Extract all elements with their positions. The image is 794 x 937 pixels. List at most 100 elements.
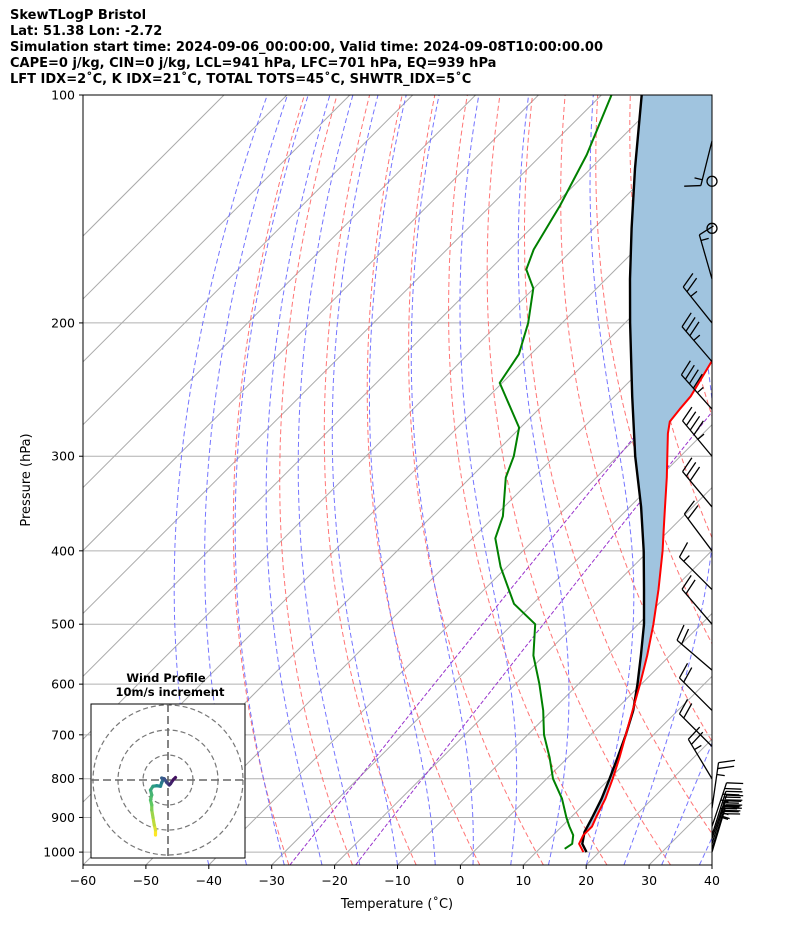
dry-adiabat xyxy=(408,95,544,865)
isotherm-line xyxy=(83,95,476,489)
moist-adiabat xyxy=(204,95,288,865)
isotherm-line xyxy=(83,95,539,552)
isotherm-line xyxy=(83,95,288,300)
y-tick-label: 900 xyxy=(51,810,75,825)
dry-adiabat xyxy=(232,95,305,865)
parcel-line xyxy=(581,95,646,853)
wind-barb xyxy=(706,222,718,234)
dry-adiabat xyxy=(448,95,608,865)
y-tick-label: 500 xyxy=(51,617,75,632)
isotherm-line xyxy=(208,361,712,865)
wind-barb xyxy=(711,804,743,849)
wind-barb xyxy=(684,140,713,187)
wind-barb xyxy=(706,175,718,187)
y-tick-label: 100 xyxy=(51,88,75,103)
dry-adiabat xyxy=(728,95,794,865)
isotherm-line xyxy=(775,95,794,865)
wind-barb xyxy=(682,406,713,457)
dewpoint-line xyxy=(494,95,613,850)
wind-barb xyxy=(711,790,743,836)
background-lines xyxy=(83,95,794,865)
moist-adiabat xyxy=(698,836,712,865)
wind-barb xyxy=(678,542,713,591)
moist-adiabat xyxy=(410,95,474,865)
hodograph-segment xyxy=(171,775,178,782)
moist-adiabat xyxy=(661,741,712,865)
title-indices-2: LFT IDX=2˚C, K IDX=21˚C, TOTAL TOTS=45˚C… xyxy=(10,72,472,87)
wind-barb xyxy=(678,698,713,747)
y-tick-label: 300 xyxy=(51,449,75,464)
x-tick-label: 20 xyxy=(578,873,594,888)
x-tick-label: 40 xyxy=(704,873,720,888)
y-tick-label: 600 xyxy=(51,677,75,692)
parcel-shade xyxy=(584,95,712,833)
hodograph: Wind Profile 10m/s increment xyxy=(90,671,246,859)
y-tick-label: 700 xyxy=(51,727,75,742)
wind-barb xyxy=(683,500,713,552)
wind-barb xyxy=(681,312,713,363)
wind-barb xyxy=(682,457,713,508)
x-tick-label: 30 xyxy=(641,873,657,888)
temperature-line xyxy=(578,358,712,853)
isotherm-line xyxy=(83,109,712,740)
x-tick-label: −20 xyxy=(321,873,347,888)
x-tick-label: −10 xyxy=(384,873,410,888)
wind-barb xyxy=(687,726,713,780)
dry-adiabat xyxy=(486,95,672,865)
wind-barb xyxy=(711,759,736,809)
x-tick-label: 10 xyxy=(515,873,531,888)
moist-adiabat xyxy=(368,95,436,865)
cin-shading xyxy=(584,95,712,833)
isotherm-line xyxy=(83,95,602,615)
dry-adiabat xyxy=(761,95,794,865)
y-axis-title: Pressure (hPa) xyxy=(19,433,34,526)
x-tick-label: 0 xyxy=(456,873,464,888)
x-tick-label: −50 xyxy=(133,873,159,888)
x-tick-label: −40 xyxy=(196,873,222,888)
isotherm-line xyxy=(397,549,712,865)
dry-adiabat xyxy=(323,95,417,865)
isotherm-line xyxy=(145,298,712,865)
title-indices-1: CAPE=0 j/kg, CIN=0 j/kg, LCL=941 hPa, LF… xyxy=(10,56,497,71)
isotherm-line xyxy=(271,423,712,865)
dry-adiabat xyxy=(595,95,712,645)
wind-barb xyxy=(680,360,713,410)
wind-barb xyxy=(681,575,713,625)
title-times: Simulation start time: 2024-09-06_00:00:… xyxy=(10,40,603,55)
moist-adiabat xyxy=(173,95,268,865)
mixing-ratio-line xyxy=(355,411,712,865)
wind-barb xyxy=(711,782,744,827)
moist-adiabat xyxy=(585,95,635,865)
isotherm-line xyxy=(522,675,712,865)
y-tick-label: 400 xyxy=(51,543,75,558)
moist-adiabat xyxy=(265,95,331,865)
dry-adiabat xyxy=(366,95,481,865)
hodograph-subtitle: 10m/s increment xyxy=(116,685,225,699)
moist-adiabat xyxy=(623,95,712,865)
wind-barb xyxy=(676,624,713,671)
moist-adiabat xyxy=(297,95,361,865)
wind-barb xyxy=(698,225,714,280)
y-tick-label: 800 xyxy=(51,771,75,786)
title-location: Lat: 51.38 Lon: -2.72 xyxy=(10,24,163,39)
dry-adiabat xyxy=(524,95,712,835)
moist-adiabat xyxy=(234,95,309,865)
isotherm-line xyxy=(83,95,225,237)
title-station: SkewTLogP Bristol xyxy=(10,8,147,23)
moist-adiabat xyxy=(517,95,570,865)
wind-barb xyxy=(711,799,743,844)
moist-adiabat xyxy=(459,95,518,865)
mixing-ratio-line xyxy=(289,341,712,865)
x-tick-label: −60 xyxy=(70,873,96,888)
wind-barb xyxy=(678,663,713,711)
moist-adiabat xyxy=(331,95,398,865)
x-axis-title: Temperature (˚C) xyxy=(340,896,453,912)
wind-barbs xyxy=(676,140,744,853)
isotherm-line xyxy=(83,95,351,363)
isotherm-line xyxy=(83,95,414,426)
axis-ticks: −60 −50 −40 −30 −20 −10 0 10 20 30 40 1000 900 800 700… xyxy=(43,88,720,889)
profile-lines xyxy=(494,95,712,853)
dry-adiabat xyxy=(560,95,712,743)
isotherm-line xyxy=(711,864,712,865)
